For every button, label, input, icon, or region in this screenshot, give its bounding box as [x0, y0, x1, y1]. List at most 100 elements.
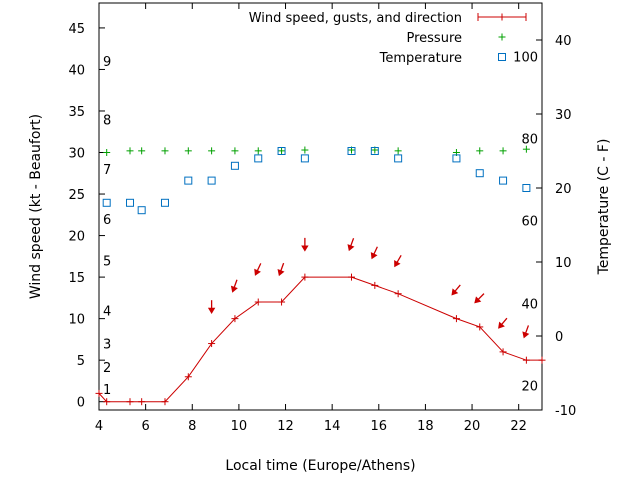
wind-speed-point — [394, 290, 402, 298]
y-left-tick-label: 20 — [68, 230, 85, 245]
wind-speed-point — [208, 340, 216, 348]
x-tick-label: 8 — [188, 419, 196, 434]
pressure-point — [231, 147, 239, 155]
pressure-point — [161, 147, 169, 155]
beaufort-label: 3 — [103, 338, 111, 353]
temperature-point — [207, 176, 216, 185]
beaufort-label: 2 — [103, 361, 111, 376]
temperature-point — [102, 198, 111, 207]
wind-speed-point — [522, 356, 530, 364]
wind-speed-point — [95, 389, 103, 397]
temperature-point — [452, 154, 461, 163]
fahrenheit-label: 40 — [521, 297, 538, 312]
fahrenheit-label: 60 — [521, 215, 538, 230]
x-axis-label: Local time (Europe/Athens) — [225, 458, 415, 474]
y-right-tick-label: 0 — [555, 330, 563, 345]
pressure-point — [208, 147, 216, 155]
temperature-point — [522, 184, 531, 192]
y-left-tick-label: 5 — [77, 354, 85, 369]
temperature-point — [126, 198, 135, 207]
x-tick-label: 22 — [510, 419, 527, 434]
wind-direction-arrow — [498, 317, 508, 329]
x-tick-label: 4 — [95, 419, 103, 434]
wind-speed-point — [161, 398, 169, 406]
wind-direction-arrow — [522, 325, 530, 339]
arrow-head — [370, 252, 378, 260]
beaufort-label: 8 — [103, 113, 111, 128]
arrow-head — [474, 296, 482, 304]
temperature-point — [277, 147, 286, 155]
wind-speed-point — [138, 398, 146, 406]
wind-speed-line — [98, 276, 542, 403]
series-marks — [95, 145, 546, 406]
y-left-tick-label: 0 — [77, 396, 85, 411]
pressure-point — [138, 147, 146, 155]
wind-direction-arrow — [451, 284, 461, 296]
y-right-tick-label: 20 — [555, 182, 572, 197]
x-tick-label: 18 — [417, 419, 434, 434]
pressure-point — [278, 147, 286, 155]
arrow-head — [522, 331, 530, 339]
x-tick-label: 10 — [231, 419, 248, 434]
legend: Wind speed, gusts, and direction Pressure… — [249, 11, 527, 66]
x-tick-label: 14 — [324, 419, 341, 434]
x-tick-label: 16 — [371, 419, 388, 434]
legend-temperature-marker — [498, 53, 506, 61]
pressure-point — [394, 147, 402, 155]
y-right-tick-label: 40 — [555, 34, 572, 49]
wind-speed-point — [231, 315, 239, 323]
x-tick-label: 20 — [464, 419, 481, 434]
temperature-point — [254, 154, 263, 163]
beaufort-label: 6 — [103, 213, 111, 228]
pressure-point — [522, 145, 530, 153]
beaufort-label: 5 — [103, 254, 111, 269]
wind-speed-point — [499, 348, 507, 356]
wind-direction-arrow — [230, 279, 238, 293]
y-right-axis-label: Temperature (C - F) — [596, 139, 612, 276]
axis-labels: Local time (Europe/Athens) Wind speed (kt… — [28, 114, 612, 474]
temperature-point — [160, 198, 169, 207]
y-left-tick-label: 25 — [68, 188, 85, 203]
arrow-head — [451, 288, 459, 296]
fahrenheit-label: 80 — [521, 132, 538, 147]
x-tick-label: 12 — [277, 419, 294, 434]
wind-speed-point — [348, 273, 356, 281]
arrow-head — [347, 244, 355, 252]
pressure-point — [103, 149, 111, 157]
wind-speed-point — [278, 298, 286, 306]
y-left-tick-label: 35 — [68, 105, 85, 120]
arrow-head — [498, 321, 505, 329]
temperature-point — [300, 154, 309, 163]
wind-speed-point — [538, 356, 546, 364]
temperature-point — [394, 154, 403, 163]
beaufort-label: 7 — [103, 163, 111, 178]
fahrenheit-label: 100 — [513, 50, 538, 65]
beaufort-label: 4 — [103, 304, 111, 319]
wind-direction-arrow — [207, 300, 216, 314]
wind-direction-arrow — [277, 262, 285, 277]
y-right-tick-label: -10 — [555, 404, 576, 419]
beaufort-label: 9 — [103, 55, 111, 70]
arrow-head — [277, 269, 285, 277]
y-left-axis-label: Wind speed (kt - Beaufort) — [28, 114, 44, 299]
y-right-tick-label: 30 — [555, 108, 572, 123]
y-left-tick-label: 45 — [68, 22, 85, 37]
pressure-point — [301, 146, 309, 154]
y-left-tick-label: 15 — [68, 271, 85, 286]
axis-ticks: 4 6 8 10 12 14 16 18 20 22051015202530354045-1001… — [68, 3, 576, 434]
temperature-point — [137, 206, 146, 215]
wind-direction-arrow — [254, 263, 262, 276]
legend-label: Wind speed, gusts, and direction — [249, 11, 462, 26]
wind-speed-point — [301, 273, 309, 281]
wind-speed-point — [184, 373, 192, 381]
wind-direction-arrow — [347, 238, 355, 252]
wind-direction-arrow — [301, 237, 309, 252]
wind-speed-point — [126, 398, 134, 406]
legend-label: Temperature — [379, 51, 462, 66]
temperature-point — [230, 161, 239, 170]
arrow-head — [394, 260, 401, 268]
temperature-point — [499, 176, 508, 185]
wind-speed-point — [103, 398, 111, 406]
temperature-point — [184, 176, 193, 185]
